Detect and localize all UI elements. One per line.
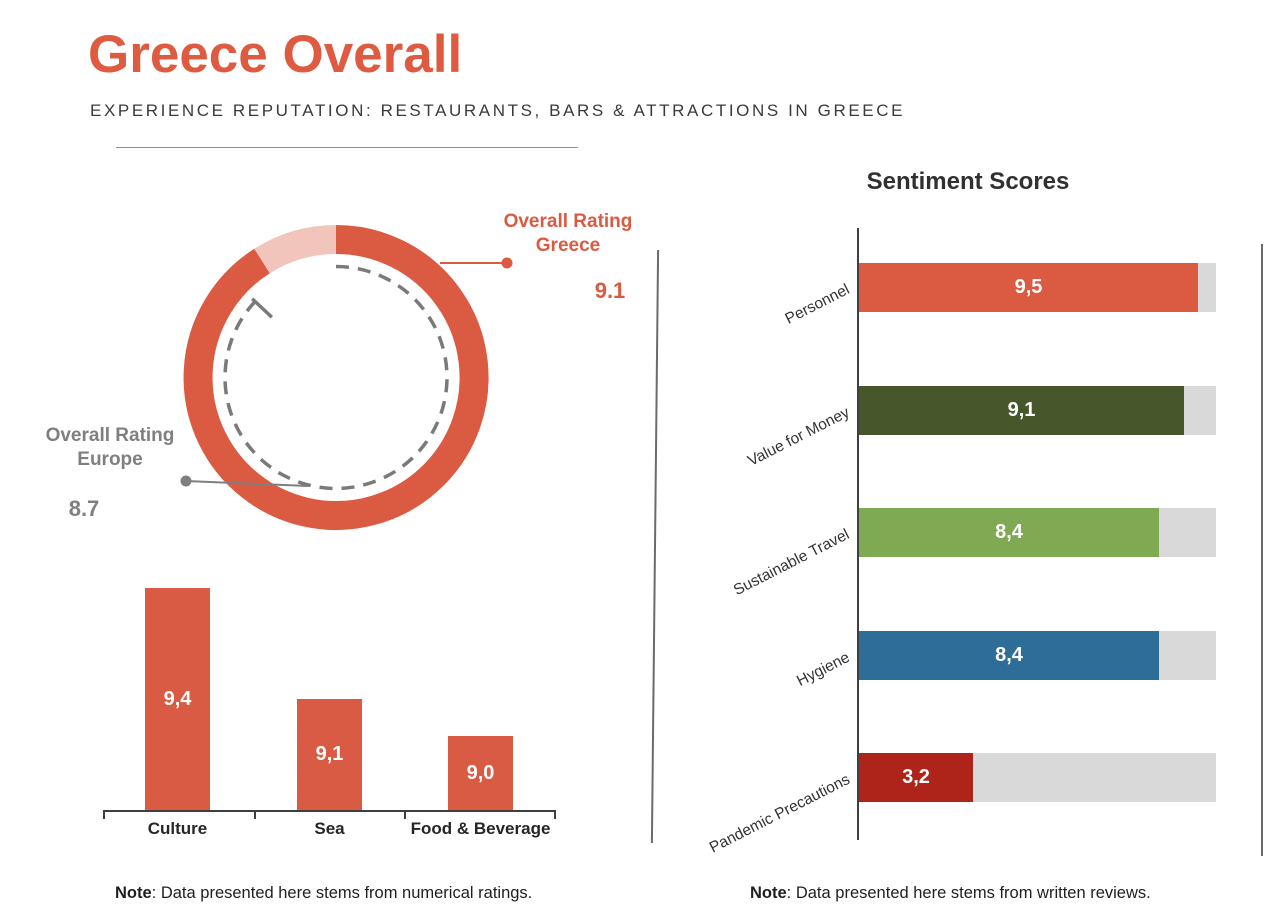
greece-ring-remainder-arc	[254, 225, 337, 274]
sentiment-category-label: Sustainable Travel	[731, 526, 853, 600]
subtitle-underline	[116, 147, 578, 148]
sentiment-chart-title: Sentiment Scores	[866, 168, 1070, 195]
greece-leader-dot	[501, 257, 513, 269]
sentiment-bar-fill: 8,4	[859, 508, 1159, 557]
page-title: Greece Overall	[88, 25, 463, 84]
sentiment-row-hygiene: 8,4 Hygiene	[794, 630, 1216, 690]
sentiment-bar-fill: 3,2	[859, 753, 973, 802]
sentiment-row-personnel: 9,5 Personnel	[783, 263, 1216, 328]
ratings-note: Note: Data presented here stems from num…	[115, 884, 532, 903]
sentiment-bar-value: 8,4	[995, 521, 1023, 543]
left-divider-line	[650, 250, 659, 843]
right-border-line	[1261, 244, 1263, 856]
sentiment-bar-value: 3,2	[902, 766, 930, 788]
europe-rating-label: Overall Rating Europe	[10, 424, 210, 472]
europe-dashed-circle	[223, 264, 449, 491]
rating-category-label: Culture	[147, 819, 208, 838]
ratings-x-axis	[103, 810, 556, 812]
sentiment-bars-chart: 9,5 Personnel 9,1 Value for Money 8,4 Sustain…	[707, 263, 1216, 857]
greece-rating-label-line2: Greece	[535, 235, 601, 256]
sentiment-note: Note: Data presented here stems from wri…	[750, 884, 1151, 903]
ratings-axis-tick	[404, 810, 406, 819]
europe-rating-value: 8.7	[68, 496, 100, 521]
sentiment-category-label: Value for Money	[745, 403, 853, 470]
sentiment-bar-fill: 8,4	[859, 630, 1159, 680]
rating-category-label: Food & Beverage	[410, 819, 551, 838]
sentiment-note-bold: Note	[750, 884, 787, 902]
sentiment-row-sustainable-travel: 8,4 Sustainable Travel	[731, 508, 1216, 599]
sentiment-bar-value: 8,4	[995, 643, 1023, 666]
sentiment-chart-axis	[857, 228, 860, 840]
rating-bar-food-beverage: 9,0	[448, 736, 513, 810]
numerical-ratings-bar-chart: 9,4 Culture 9,1 Sea 9,0 Food & Beverage	[103, 585, 563, 865]
sentiment-row-pandemic-precautions: 3,2 Pandemic Precautions	[707, 753, 1216, 857]
ratings-axis-tick	[554, 810, 556, 819]
overall-rating-donut-chart	[180, 225, 513, 530]
europe-leader-line	[185, 480, 309, 487]
ratings-axis-tick	[253, 810, 256, 819]
europe-arc-end-tick	[250, 297, 274, 319]
europe-leader-dot	[180, 475, 192, 487]
sentiment-bar-fill: 9,1	[859, 385, 1184, 435]
rating-bar-value: 9,0	[466, 761, 495, 784]
europe-rating-label-line1: Overall Rating	[45, 425, 175, 446]
sentiment-category-label: Pandemic Precautions	[706, 771, 853, 857]
rating-bar-sea: 9,1	[297, 699, 362, 810]
greece-rating-value: 9.1	[594, 278, 626, 303]
greece-rating-label-line1: Overall Rating	[503, 211, 633, 232]
rating-category-label: Sea	[314, 819, 345, 838]
europe-rating-label-line2: Europe	[77, 449, 143, 470]
ratings-note-bold: Note	[115, 884, 152, 902]
sentiment-note-text: : Data presented here stems from written…	[786, 884, 1151, 902]
rating-bar-culture: 9,4	[145, 588, 210, 810]
greece-rating-label: Overall Rating Greece	[468, 210, 668, 258]
rating-bar-value: 9,1	[315, 743, 344, 765]
page-subtitle: EXPERIENCE REPUTATION: RESTAURANTS, BARS…	[90, 101, 906, 120]
sentiment-bar-fill: 9,5	[859, 263, 1198, 312]
sentiment-bar-value: 9,5	[1014, 276, 1043, 298]
sentiment-category-label: Personnel	[782, 281, 853, 329]
ratings-note-text: : Data presented here stems from numeric…	[151, 884, 533, 902]
rating-bar-value: 9,4	[163, 687, 192, 710]
ratings-axis-tick	[103, 810, 105, 819]
sentiment-category-label: Hygiene	[794, 648, 853, 690]
sentiment-bar-value: 9,1	[1007, 398, 1036, 421]
greece-ring-arc	[183, 225, 489, 530]
sentiment-row-value-for-money: 9,1 Value for Money	[745, 385, 1216, 470]
